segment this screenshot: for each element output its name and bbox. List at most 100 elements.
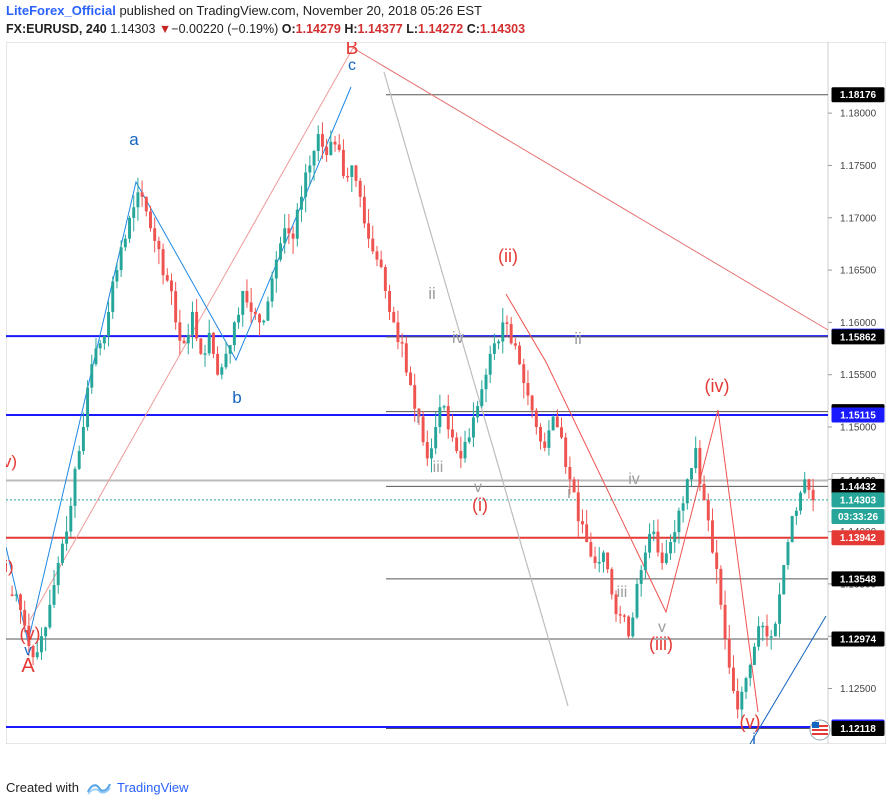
- candle: [773, 621, 777, 637]
- candle: [52, 570, 56, 608]
- candle: [39, 627, 43, 660]
- candle: [253, 307, 257, 320]
- candle: [19, 593, 22, 624]
- candle: [182, 336, 186, 344]
- candle: [782, 564, 786, 595]
- candle: [564, 432, 568, 474]
- candle: [413, 373, 417, 423]
- wave-label: iii: [617, 584, 628, 601]
- candle: [727, 625, 731, 675]
- candle: [673, 519, 677, 553]
- price-tag: 1.12118: [831, 721, 885, 737]
- candle: [287, 213, 291, 245]
- candle: [73, 466, 77, 518]
- candle: [190, 301, 194, 349]
- candle: [186, 323, 190, 355]
- candle: [761, 622, 765, 642]
- price-chart[interactable]: Bcab(v)Avv)i)(ii)(i)(iii)(iv)(v)iiiiviii…: [3, 38, 887, 765]
- wave-label: (iv): [705, 376, 730, 396]
- price-axis[interactable]: [827, 41, 887, 745]
- candle: [736, 678, 740, 719]
- candle: [161, 243, 165, 285]
- price-tag: 1.13548: [831, 571, 885, 587]
- candle: [320, 122, 324, 160]
- author-name[interactable]: LiteForex_Official: [6, 3, 116, 18]
- candle: [501, 307, 505, 354]
- candle: [799, 490, 803, 515]
- wave-label: (i): [472, 495, 488, 515]
- candle: [44, 626, 48, 651]
- candle: [555, 409, 559, 428]
- candle: [383, 264, 387, 299]
- candle: [530, 394, 534, 418]
- high-value: 1.14377: [357, 22, 403, 36]
- candle: [304, 163, 308, 213]
- candle: [56, 556, 60, 594]
- candle: [585, 509, 589, 543]
- candle: [522, 358, 526, 399]
- candle: [207, 319, 211, 356]
- candle: [639, 565, 643, 597]
- candle: [199, 337, 203, 356]
- y-tick-label: 1.18000: [840, 109, 877, 120]
- candle: [409, 366, 412, 386]
- candle: [337, 134, 341, 153]
- candle: [618, 605, 622, 624]
- last-price: 1.14303: [110, 22, 156, 36]
- candle: [534, 408, 538, 435]
- candle: [77, 445, 81, 471]
- wave-label: (iii): [649, 634, 673, 654]
- candle: [677, 507, 681, 544]
- price-tag: 1.15115: [831, 407, 885, 423]
- price-tag: 1.15862: [831, 329, 885, 345]
- tradingview-brand: TradingView: [116, 780, 189, 795]
- candle: [262, 319, 266, 326]
- candle: [203, 344, 207, 367]
- candle: [430, 438, 433, 473]
- y-tick-label: 1.16000: [840, 318, 877, 329]
- candle: [790, 515, 794, 543]
- candle: [606, 552, 610, 573]
- candle: [551, 415, 555, 431]
- candle: [614, 590, 618, 622]
- wave-label: (ii): [498, 246, 518, 266]
- trendline-blue-lower: [749, 615, 827, 745]
- candle: [396, 310, 400, 350]
- open-value: 1.14279: [295, 22, 341, 36]
- candle: [149, 205, 152, 232]
- candle: [132, 195, 136, 232]
- candle: [752, 642, 756, 665]
- candle: [119, 240, 123, 277]
- candle: [480, 380, 484, 409]
- candle: [484, 368, 488, 403]
- candle: [144, 196, 148, 217]
- candle: [94, 338, 98, 367]
- price-tag: 1.18176: [831, 87, 885, 103]
- wave-label: ii: [428, 284, 436, 303]
- svg-text:1.15862: 1.15862: [840, 332, 877, 343]
- candle: [664, 539, 668, 565]
- candle: [731, 655, 735, 694]
- candle: [807, 478, 811, 499]
- price-tag: 03:33:26: [831, 508, 885, 524]
- candle: [723, 590, 727, 650]
- candle: [627, 615, 631, 639]
- candle: [404, 336, 408, 377]
- symbol-name[interactable]: FX:EURUSD, 240: [6, 22, 107, 36]
- candle: [681, 496, 685, 523]
- candle: [350, 165, 354, 193]
- candle: [371, 225, 375, 255]
- svg-text:1.13942: 1.13942: [840, 533, 877, 544]
- candle: [165, 268, 169, 282]
- wave-label: v): [6, 452, 17, 471]
- svg-text:1.13548: 1.13548: [840, 574, 877, 585]
- candle: [631, 612, 635, 639]
- candle: [81, 412, 85, 455]
- candle: [635, 578, 639, 620]
- plot-area[interactable]: [5, 41, 829, 745]
- candle: [65, 516, 69, 551]
- tradingview-link[interactable]: TradingView: [86, 780, 189, 795]
- flag-icon: [809, 719, 831, 741]
- candle: [367, 209, 371, 249]
